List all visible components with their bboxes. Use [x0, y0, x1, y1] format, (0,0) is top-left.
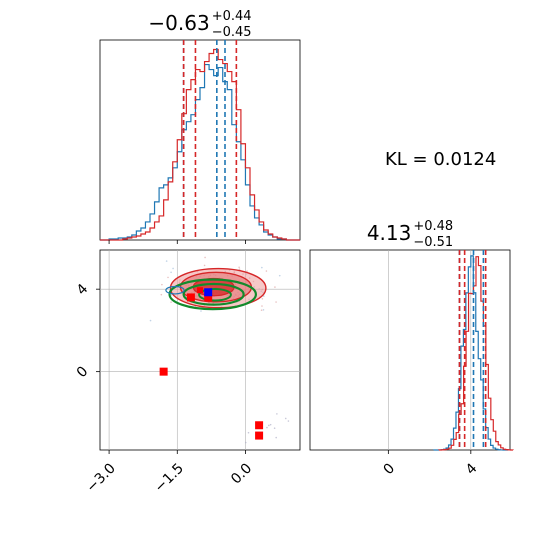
- kl-label: KL = 0.0124: [385, 149, 496, 170]
- scatter-point: [149, 319, 152, 322]
- joint-panel: −3.0 −1.5 0.0 0 4: [74, 249, 317, 496]
- title-sub: −0.45: [212, 25, 252, 40]
- scatter-point: [273, 427, 276, 430]
- scatter-point: [238, 268, 241, 270]
- scatter-point: [170, 294, 173, 296]
- scatter-point: [268, 424, 270, 427]
- grid: [388, 250, 472, 450]
- title-param-2: 4.13 +0.48 −0.51: [367, 219, 453, 250]
- quantile-lines: [458, 250, 487, 450]
- red-marker-2: [255, 421, 264, 430]
- histograms: [100, 48, 300, 241]
- green-contour-inner: [198, 287, 232, 302]
- green-contour-outer: [168, 278, 258, 311]
- scatter-point: [263, 295, 265, 297]
- x-ticks: [108, 240, 246, 244]
- x-tick-label-1: 4: [463, 460, 481, 478]
- scatter-point: [200, 310, 202, 312]
- green-contour-mid: [182, 282, 245, 306]
- panel-frame: [99, 39, 301, 241]
- scatter-point: [244, 441, 247, 444]
- red-marker-1: [186, 293, 195, 302]
- title-main: 4.13: [367, 221, 412, 245]
- scatter-point: [172, 267, 174, 270]
- scatter-point: [284, 417, 287, 420]
- title-param-1: −0.63 +0.44 −0.45: [148, 9, 251, 40]
- scatter-point: [238, 266, 240, 269]
- title-main: −0.63: [148, 11, 209, 35]
- red-marker-3: [255, 431, 264, 440]
- scatter-point: [246, 270, 248, 272]
- scatter-point: [170, 301, 172, 303]
- title-sup: +0.44: [212, 9, 252, 24]
- scatter-point: [275, 436, 277, 439]
- title-sup: +0.48: [413, 219, 453, 234]
- hist-red: [100, 48, 300, 241]
- y-tick-label-1: 4: [74, 281, 92, 299]
- scatter-point: [261, 297, 264, 300]
- hist-red: [438, 256, 514, 451]
- scatter-point: [276, 413, 278, 415]
- scatter-point: [266, 426, 268, 429]
- scatter-point: [160, 293, 163, 296]
- red-marker-extra: [204, 293, 213, 302]
- scatter-point: [269, 423, 272, 426]
- scatter-point: [170, 271, 172, 274]
- scatter-point: [165, 260, 168, 262]
- scatter-point: [260, 309, 263, 311]
- scatter-point: [275, 301, 277, 303]
- scatter-point: [287, 420, 290, 422]
- x-tick-label-0: 0: [380, 460, 398, 478]
- scatter-point: [204, 256, 206, 259]
- quantile-lines: [182, 40, 238, 240]
- title-sub: −0.51: [413, 235, 453, 250]
- marginal-panel-param-1: −0.63 +0.44 −0.45: [99, 9, 301, 244]
- red-marker-extra-2: [197, 287, 203, 294]
- hist-blue: [100, 63, 300, 241]
- panel-frame: [309, 249, 511, 451]
- scatter-point: [262, 309, 265, 311]
- red-marker-0: [159, 367, 168, 376]
- scatter-point: [265, 270, 268, 272]
- histograms: [433, 255, 514, 451]
- scatter-point: [167, 276, 169, 279]
- scatter-point: [203, 264, 206, 267]
- scatter-point: [274, 286, 276, 288]
- y-tick-label-0: 0: [74, 363, 92, 381]
- markers: [159, 287, 264, 440]
- scatter-point: [261, 266, 263, 269]
- blue-contour: [165, 285, 185, 295]
- scatter-point: [278, 274, 281, 277]
- x-tick-label-2: 0.0: [228, 460, 255, 487]
- scatter-point: [247, 431, 250, 434]
- x-tick-label-0: −3.0: [83, 460, 118, 495]
- scatter-point: [261, 305, 263, 307]
- scatter-point: [161, 283, 163, 286]
- x-tick-label-1: −1.5: [152, 460, 187, 495]
- blue-marker: [204, 288, 213, 297]
